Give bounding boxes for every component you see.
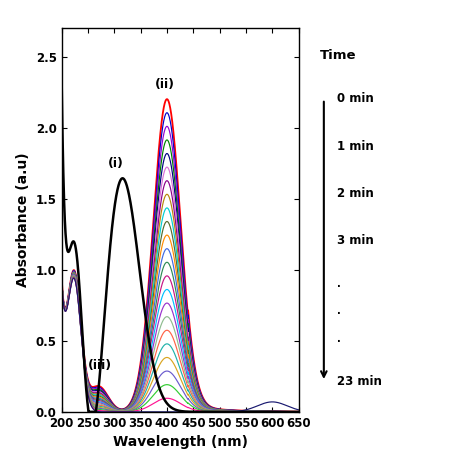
Text: .: . xyxy=(337,306,341,316)
Text: 0 min: 0 min xyxy=(337,92,374,105)
Text: 2 min: 2 min xyxy=(337,187,374,200)
Text: 23 min: 23 min xyxy=(337,375,383,388)
Text: .: . xyxy=(337,278,341,289)
Text: (iii): (iii) xyxy=(88,359,111,372)
Text: 3 min: 3 min xyxy=(337,234,374,247)
Text: (i): (i) xyxy=(108,157,123,170)
Text: Time: Time xyxy=(320,49,356,62)
X-axis label: Wavelength (nm): Wavelength (nm) xyxy=(113,435,247,449)
Text: .: . xyxy=(337,334,341,344)
Y-axis label: Absorbance (a.u): Absorbance (a.u) xyxy=(16,153,30,287)
Text: 1 min: 1 min xyxy=(337,139,374,153)
Text: (ii): (ii) xyxy=(155,78,175,91)
